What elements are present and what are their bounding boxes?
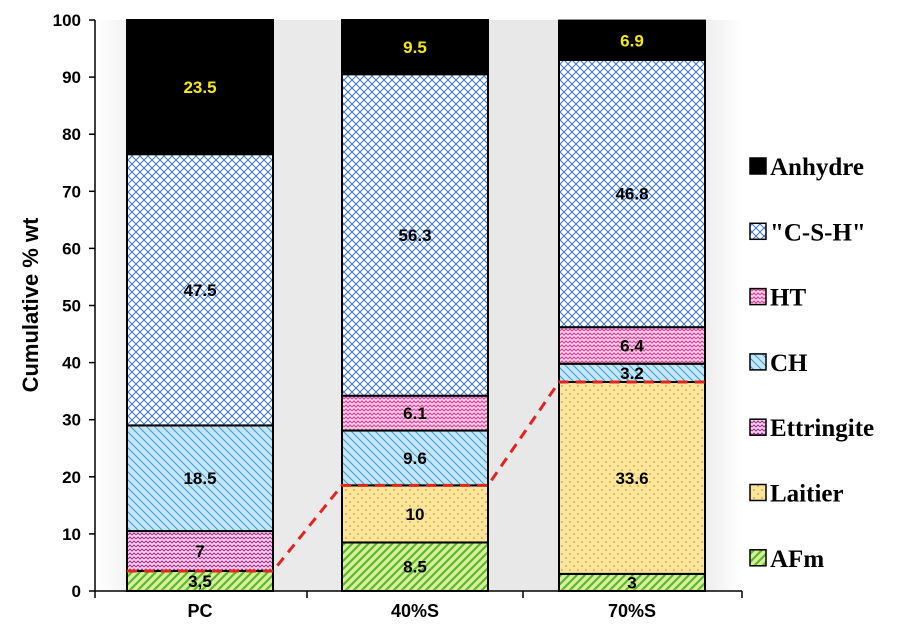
y-tick-label: 70	[62, 182, 81, 201]
dashed-connector-lines	[127, 380, 705, 573]
x-tick-label: PC	[187, 601, 212, 621]
y-tick-label: 90	[62, 68, 81, 87]
y-tick-label: 80	[62, 125, 81, 144]
bar-stack-PC: 3,5 7 18.5 47.5 23.5	[126, 19, 274, 593]
legend-item: CH	[749, 350, 808, 377]
legend-item: Laitier	[749, 481, 844, 508]
data-label: 56.3	[398, 226, 431, 245]
data-label: 47.5	[183, 281, 216, 300]
bar-segment-anhydre-40%S	[341, 19, 489, 76]
y-axis-title: Cumulative % wt	[18, 217, 43, 392]
x-tick-label: 40%S	[391, 601, 439, 621]
dashed-connector-line	[127, 380, 705, 573]
legend-label: CH	[770, 350, 808, 377]
bar-stack-40%S: 8.5 10 9.6 6.1 56.3 9.5	[341, 19, 489, 593]
legend-item: HT	[749, 285, 806, 312]
legend-swatch	[749, 549, 767, 567]
bar-segment-afm-40%S	[341, 541, 489, 593]
data-label: 3	[627, 573, 636, 592]
data-label: 3,5	[188, 572, 212, 591]
data-label: 9.6	[403, 449, 427, 468]
y-tick-label: 20	[62, 468, 81, 487]
legend-swatch	[749, 483, 767, 502]
y-tick-label: 40	[62, 354, 81, 373]
legend-label: Laitier	[770, 481, 844, 508]
bar-segment-anhydre-70%S	[558, 19, 706, 61]
y-tick-label: 30	[62, 411, 81, 430]
data-label: 8.5	[403, 558, 427, 577]
data-label: 33.6	[615, 469, 648, 488]
bar-segment-laitier-40%S	[341, 484, 489, 544]
data-label: 46.8	[615, 185, 648, 204]
data-label: 23.5	[183, 78, 216, 97]
data-label: 6.9	[620, 31, 644, 50]
legend-item: "C-S-H"	[749, 219, 866, 246]
legend-label: HT	[770, 285, 806, 312]
legend: Anhydre "C-S-H" HT CH Ettringite Laitier AFm	[749, 154, 874, 573]
data-label: 7	[195, 542, 204, 561]
bars: 3,5718.547.523.58.5109.66.156.39.5333.63…	[126, 19, 706, 593]
legend-label: Ettringite	[770, 415, 874, 442]
bar-segment-anhydre-PC	[126, 19, 274, 156]
y-axis: 0 10 20 30 40 50 60 70 80 90 100	[53, 11, 96, 601]
legend-swatch	[749, 222, 767, 241]
legend-item: Anhydre	[749, 154, 864, 181]
legend-item: Ettringite	[749, 415, 874, 442]
y-tick-label: 50	[62, 297, 81, 316]
data-label: 3.2	[620, 364, 644, 383]
legend-label: "C-S-H"	[770, 219, 866, 246]
data-label: 6.4	[620, 336, 644, 355]
legend-swatch	[749, 353, 767, 371]
legend-swatch	[749, 418, 767, 436]
bar-segment-ch-40%S	[341, 429, 489, 487]
data-label: 6.1	[403, 404, 427, 423]
data-label: 10	[406, 505, 425, 524]
y-tick-label: 100	[53, 11, 81, 30]
y-tick-label: 60	[62, 239, 81, 258]
x-tick-label: 70%S	[608, 601, 656, 621]
y-tick-label: 10	[62, 525, 81, 544]
bar-stack-70%S: 3 33.6 3.2 6.4 46.8 6.9	[558, 19, 706, 592]
x-axis: PC 40%S 70%S	[94, 590, 743, 621]
bar-segment-ht-70%S	[558, 326, 706, 365]
legend-label: AFm	[770, 546, 824, 573]
data-label: 9.5	[403, 38, 427, 57]
data-label: 18.5	[183, 469, 216, 488]
bar-segment-c-s-h-40%S	[341, 73, 489, 397]
y-tick-label: 0	[72, 582, 81, 601]
bar-segment-c-s-h-70%S	[558, 58, 706, 329]
legend-label: Anhydre	[770, 154, 864, 181]
legend-item: AFm	[749, 546, 824, 573]
legend-swatch	[749, 157, 767, 175]
legend-swatch	[749, 287, 767, 306]
